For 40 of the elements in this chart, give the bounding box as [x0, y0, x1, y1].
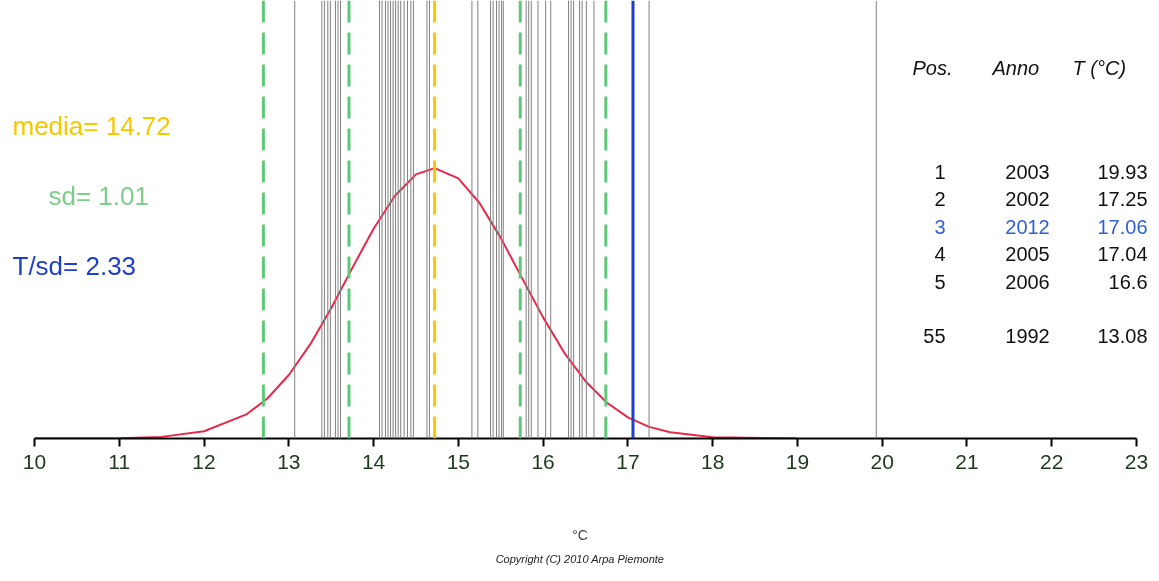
annotation: T/sd= 2.33 [12, 250, 137, 281]
annotation: 2003 [1005, 160, 1050, 183]
annotation: 3 [934, 215, 946, 238]
x-tick-label: 11 [108, 449, 131, 473]
x-tick-label: 20 [870, 449, 894, 473]
x-axis-title: °C [572, 526, 588, 543]
annotation: 5 [934, 270, 946, 293]
x-tick-label: 18 [700, 449, 725, 473]
annotation: 2006 [1005, 270, 1050, 293]
annotation: 1992 [1005, 325, 1050, 347]
text: Anno [991, 56, 1040, 79]
text: media= 14.72 [12, 110, 171, 141]
annotation: 17.06 [1097, 215, 1148, 238]
x-tick-label: 10 [22, 449, 47, 473]
annotation: 2 [934, 188, 946, 210]
annotation: 13.08 [1097, 325, 1148, 347]
x-tick-label: 22 [1040, 449, 1064, 473]
annotation: 19.93 [1097, 160, 1148, 183]
annotation: 17.04 [1097, 243, 1148, 265]
x-tick-label: 16 [531, 449, 555, 473]
text: Copyright (C) 2010 Arpa Piemonte [495, 552, 664, 565]
annotation: 4 [934, 243, 946, 265]
annotation: sd= 1.01 [48, 180, 149, 211]
annotation: 2002 [1005, 188, 1050, 210]
annotation: 2005 [1005, 243, 1050, 265]
x-tick-label: 13 [277, 449, 301, 473]
text: Pos. [912, 56, 953, 79]
x-tick-label: 15 [446, 449, 471, 473]
x-tick-label: 21 [955, 449, 979, 473]
x-tick-label: 17 [616, 449, 640, 473]
x-tick-label: 23 [1124, 449, 1149, 473]
annotation: 17.25 [1097, 188, 1148, 210]
x-tick-label: 14 [361, 449, 386, 473]
annotation: 55 [923, 325, 946, 347]
annotation: 2012 [1005, 215, 1050, 238]
text: T (°C) [1072, 56, 1127, 79]
annotation: 16.6 [1108, 270, 1148, 293]
x-tick-label: 12 [192, 449, 216, 473]
x-tick-label: 19 [785, 449, 810, 473]
annotation: 1 [934, 160, 946, 183]
